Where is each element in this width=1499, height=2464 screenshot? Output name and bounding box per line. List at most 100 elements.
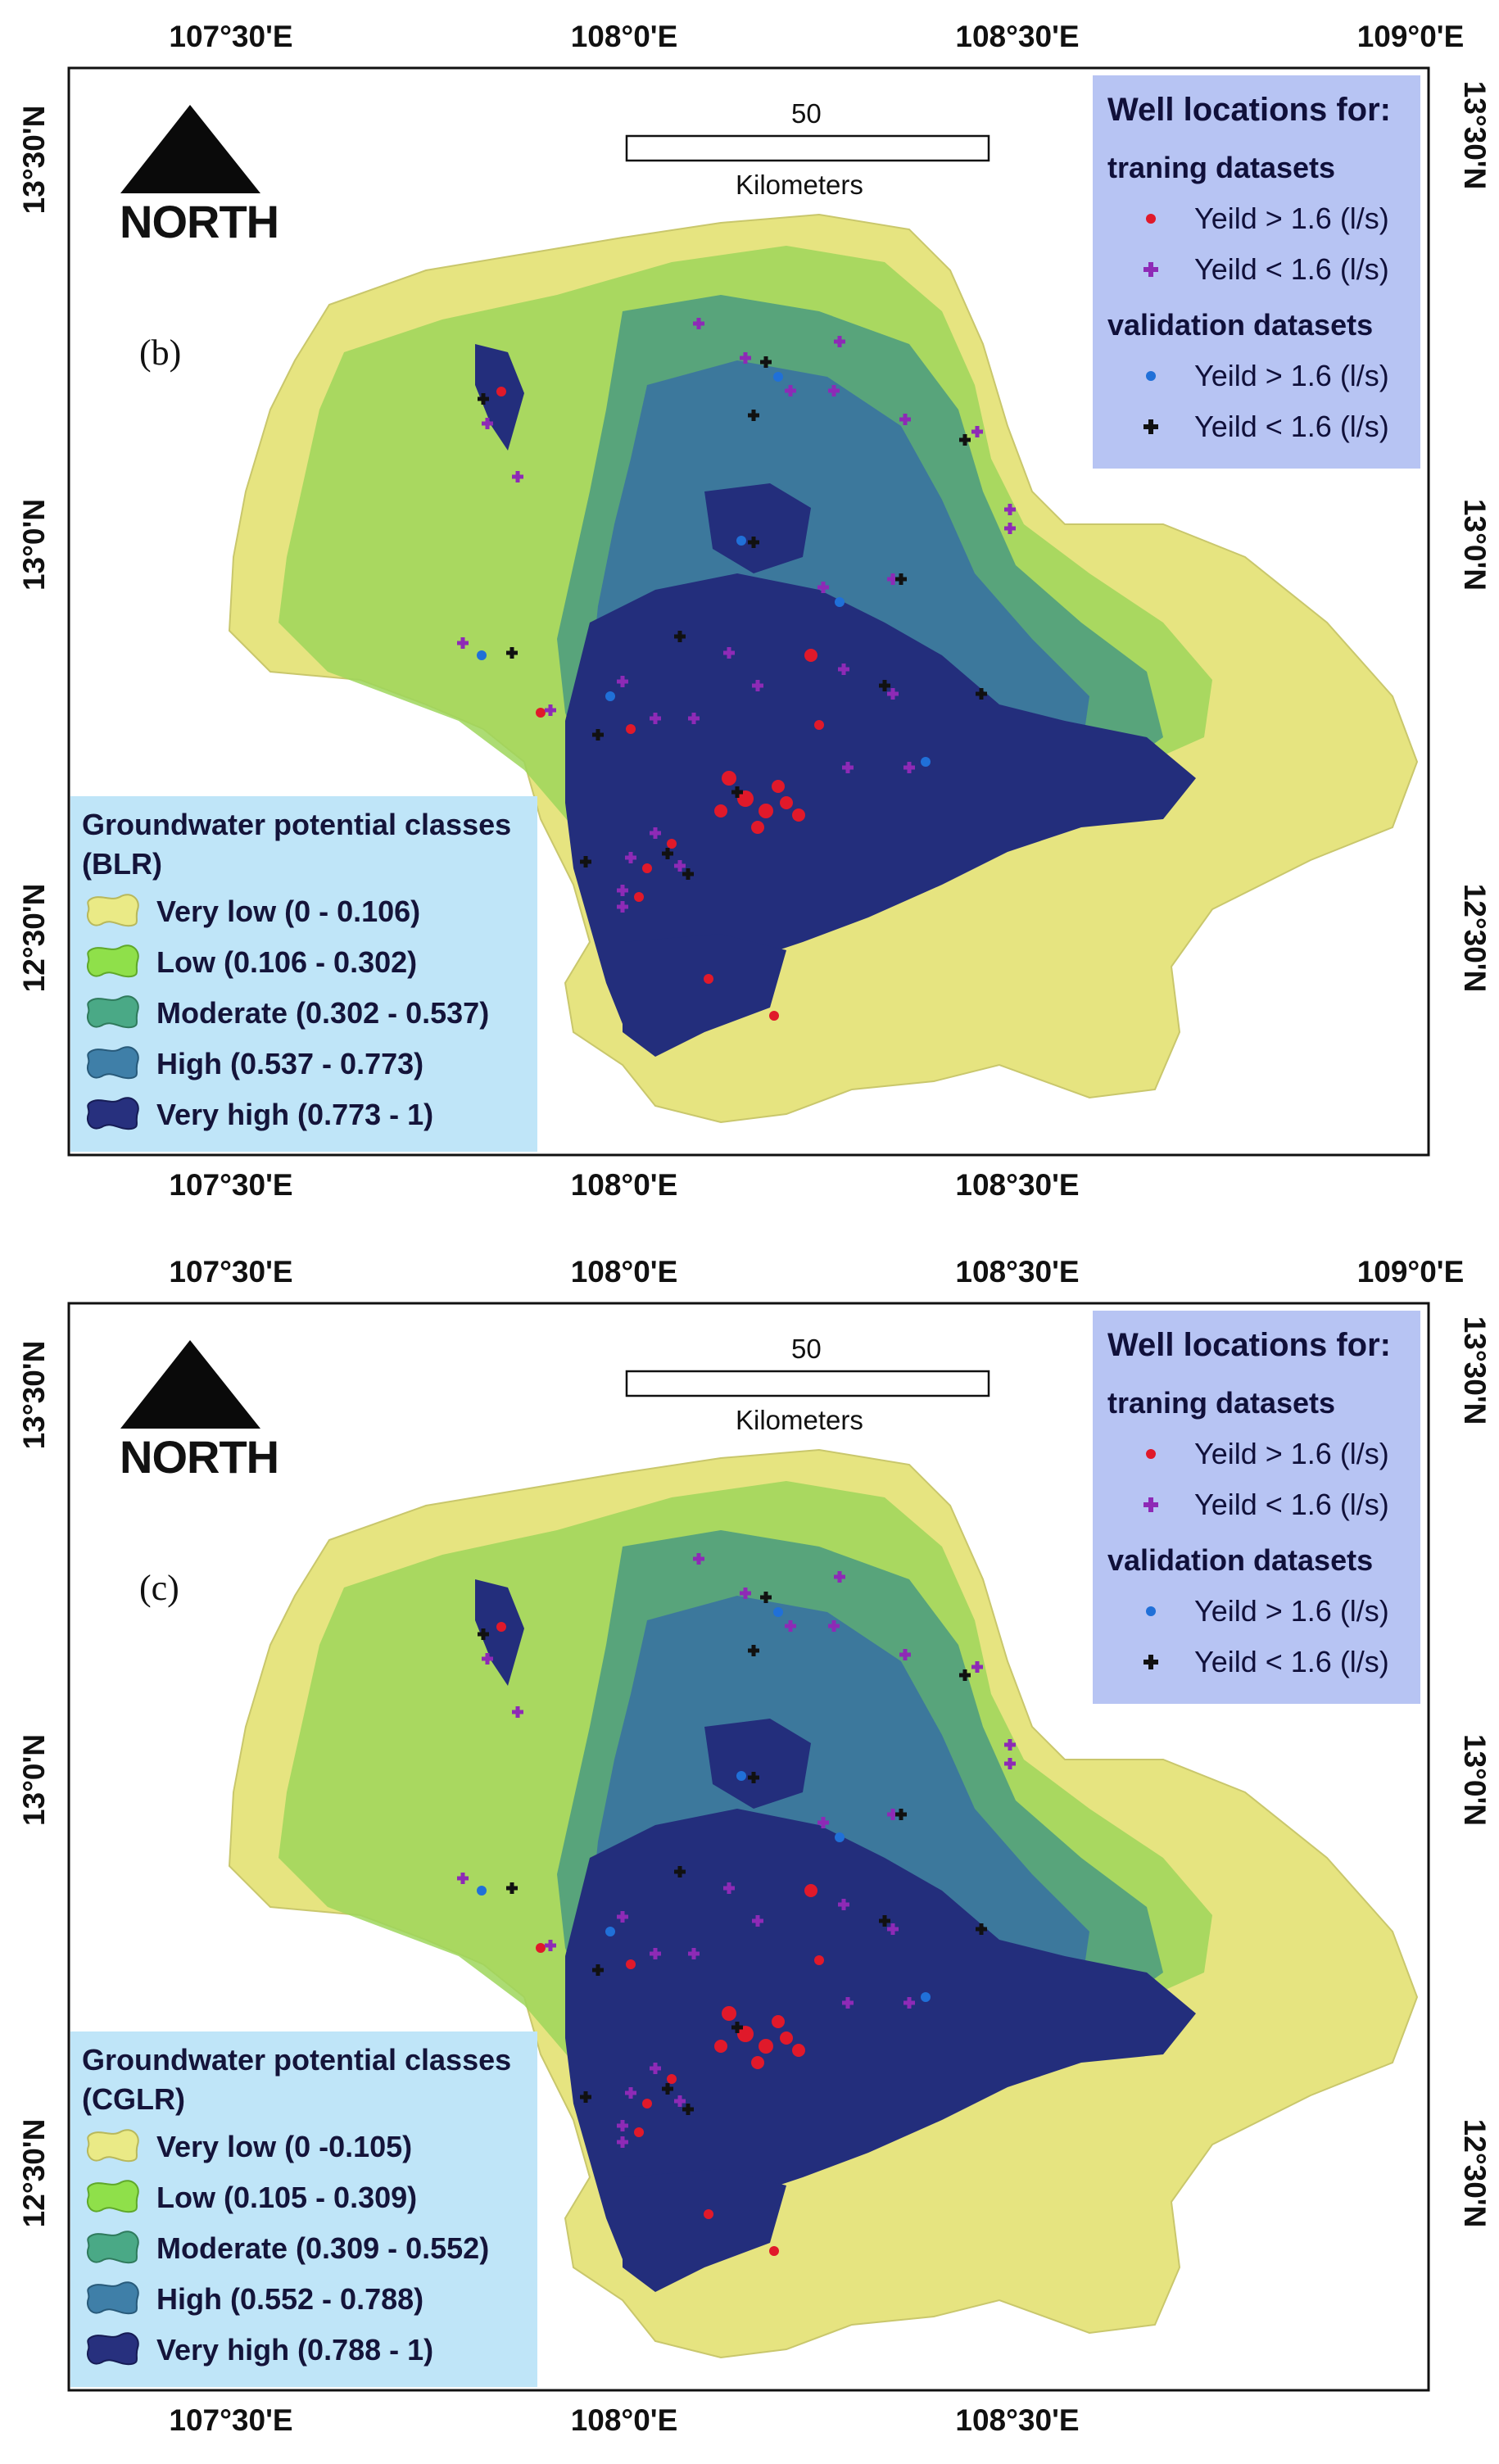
train-low-label: Yeild < 1.6 (l/s) <box>1194 252 1389 286</box>
purple-plus-icon <box>1140 1494 1162 1515</box>
well-legend-title: Well locations for: <box>1107 92 1391 128</box>
low-swatch <box>87 944 139 978</box>
well-markers-val-high <box>477 372 931 767</box>
panel-letter: (c) <box>139 1568 179 1608</box>
well-markers-val-low <box>478 1592 987 2115</box>
training-header: traning datasets <box>1107 1386 1336 1420</box>
red-dot-icon <box>1140 1443 1162 1465</box>
well-markers-train-low <box>457 318 1016 913</box>
class-label: Low (0.106 - 0.302) <box>156 945 418 979</box>
very-low-swatch <box>87 2129 139 2163</box>
left-lat-label: 13°0'N <box>17 499 51 591</box>
top-lon-label: 109°0'E <box>1357 20 1465 53</box>
region-very-high <box>565 1809 1196 2259</box>
north-arrow-icon <box>120 105 260 193</box>
panel-letter: (b) <box>139 333 182 373</box>
bottom-lon-label: 107°30'E <box>169 1168 292 1202</box>
top-lon-label: 107°30'E <box>169 20 292 53</box>
right-lat-label: 12°30'N <box>1458 884 1492 993</box>
blue-dot-icon <box>1140 365 1162 387</box>
red-dot-icon <box>1140 208 1162 229</box>
scale-bar <box>625 134 990 162</box>
bottom-lon-label: 108°30'E <box>955 1168 1079 1202</box>
bottom-lon-label: 108°0'E <box>571 1168 678 1202</box>
right-lat-label: 13°30'N <box>1458 1316 1492 1425</box>
well-legend: Well locations for: traning datasets Yei… <box>1093 1311 1420 1704</box>
class-legend: Groundwater potential classes (CGLR) Ver… <box>70 2031 537 2387</box>
val-high-label: Yeild > 1.6 (l/s) <box>1194 359 1389 392</box>
purple-plus-icon <box>1140 259 1162 280</box>
left-lat-label: 12°30'N <box>17 2119 51 2228</box>
class-label: High (0.552 - 0.788) <box>156 2282 424 2316</box>
scale-distance: 50 <box>791 1334 822 1364</box>
right-lat-label: 13°30'N <box>1458 81 1492 190</box>
scale-distance: 50 <box>791 98 822 129</box>
training-header: traning datasets <box>1107 151 1336 184</box>
class-label: Low (0.105 - 0.309) <box>156 2181 418 2214</box>
well-markers-train-low <box>457 1553 1016 2148</box>
well-markers-train-high <box>496 387 824 1021</box>
well-markers-val-high <box>477 1607 931 2002</box>
class-legend-title: Groundwater potential classes <box>82 808 512 841</box>
top-lon-label: 107°30'E <box>169 1255 292 1289</box>
val-high-label: Yeild > 1.6 (l/s) <box>1194 1594 1389 1628</box>
high-swatch <box>87 1046 139 1080</box>
scale-bar <box>625 1370 990 1397</box>
region-very-high <box>623 934 786 1057</box>
right-lat-label: 13°0'N <box>1458 499 1492 591</box>
left-lat-label: 13°0'N <box>17 1734 51 1826</box>
well-markers-val-low <box>478 356 987 880</box>
very-high-swatch <box>87 2332 139 2366</box>
top-lon-label: 108°0'E <box>571 1255 678 1289</box>
class-label: Very high (0.788 - 1) <box>156 2333 434 2367</box>
map-panel-b: 107°30'E 108°0'E 108°30'E 109°0'E 107°30… <box>0 0 1499 1229</box>
class-label: Very low (0 -0.105) <box>156 2130 413 2163</box>
bottom-lon-label: 108°30'E <box>955 2403 1079 2437</box>
region-very-high <box>704 483 811 573</box>
region-very-high <box>704 1719 811 1809</box>
train-high-label: Yeild > 1.6 (l/s) <box>1194 1437 1389 1470</box>
well-legend: Well locations for: traning datasets Yei… <box>1093 75 1420 469</box>
bottom-lon-label: 108°0'E <box>571 2403 678 2437</box>
left-lat-label: 13°30'N <box>17 1341 51 1450</box>
class-legend-model: (CGLR) <box>82 2082 185 2116</box>
region-very-high <box>475 344 524 451</box>
low-swatch <box>87 2180 139 2213</box>
very-low-swatch <box>87 894 139 927</box>
map-panel-c: 107°30'E 108°0'E 108°30'E 109°0'E 107°30… <box>0 1235 1499 2464</box>
high-swatch <box>87 2281 139 2315</box>
train-low-label: Yeild < 1.6 (l/s) <box>1194 1488 1389 1521</box>
left-lat-label: 12°30'N <box>17 884 51 993</box>
north-arrow-icon <box>120 1340 260 1429</box>
top-lon-label: 108°30'E <box>955 1255 1079 1289</box>
class-legend-model: (BLR) <box>82 847 162 881</box>
black-plus-icon <box>1140 1651 1162 1673</box>
well-legend-title: Well locations for: <box>1107 1327 1391 1363</box>
moderate-swatch <box>87 995 139 1029</box>
class-legend-title: Groundwater potential classes <box>82 2043 512 2077</box>
north-label: NORTH <box>120 196 279 247</box>
right-lat-label: 12°30'N <box>1458 2119 1492 2228</box>
right-lat-label: 13°0'N <box>1458 1734 1492 1826</box>
scale-unit: Kilometers <box>736 1405 863 1435</box>
bottom-lon-label: 107°30'E <box>169 2403 292 2437</box>
val-low-label: Yeild < 1.6 (l/s) <box>1194 410 1389 443</box>
class-label: High (0.537 - 0.773) <box>156 1047 424 1080</box>
class-label: Very low (0 - 0.106) <box>156 895 421 928</box>
north-label: NORTH <box>120 1431 279 1483</box>
class-label: Moderate (0.302 - 0.537) <box>156 996 490 1030</box>
moderate-swatch <box>87 2231 139 2264</box>
well-markers-train-high <box>496 1622 824 2256</box>
left-lat-label: 13°30'N <box>17 106 51 215</box>
region-very-high <box>475 1579 524 1686</box>
class-legend: Groundwater potential classes (BLR) Very… <box>70 796 537 1152</box>
top-lon-label: 108°0'E <box>571 20 678 53</box>
region-very-high <box>623 2169 786 2292</box>
very-high-swatch <box>87 1097 139 1130</box>
top-lon-label: 109°0'E <box>1357 1255 1465 1289</box>
class-label: Very high (0.773 - 1) <box>156 1098 434 1131</box>
class-label: Moderate (0.309 - 0.552) <box>156 2231 490 2265</box>
validation-header: validation datasets <box>1107 1543 1374 1577</box>
validation-header: validation datasets <box>1107 308 1374 342</box>
val-low-label: Yeild < 1.6 (l/s) <box>1194 1645 1389 1678</box>
